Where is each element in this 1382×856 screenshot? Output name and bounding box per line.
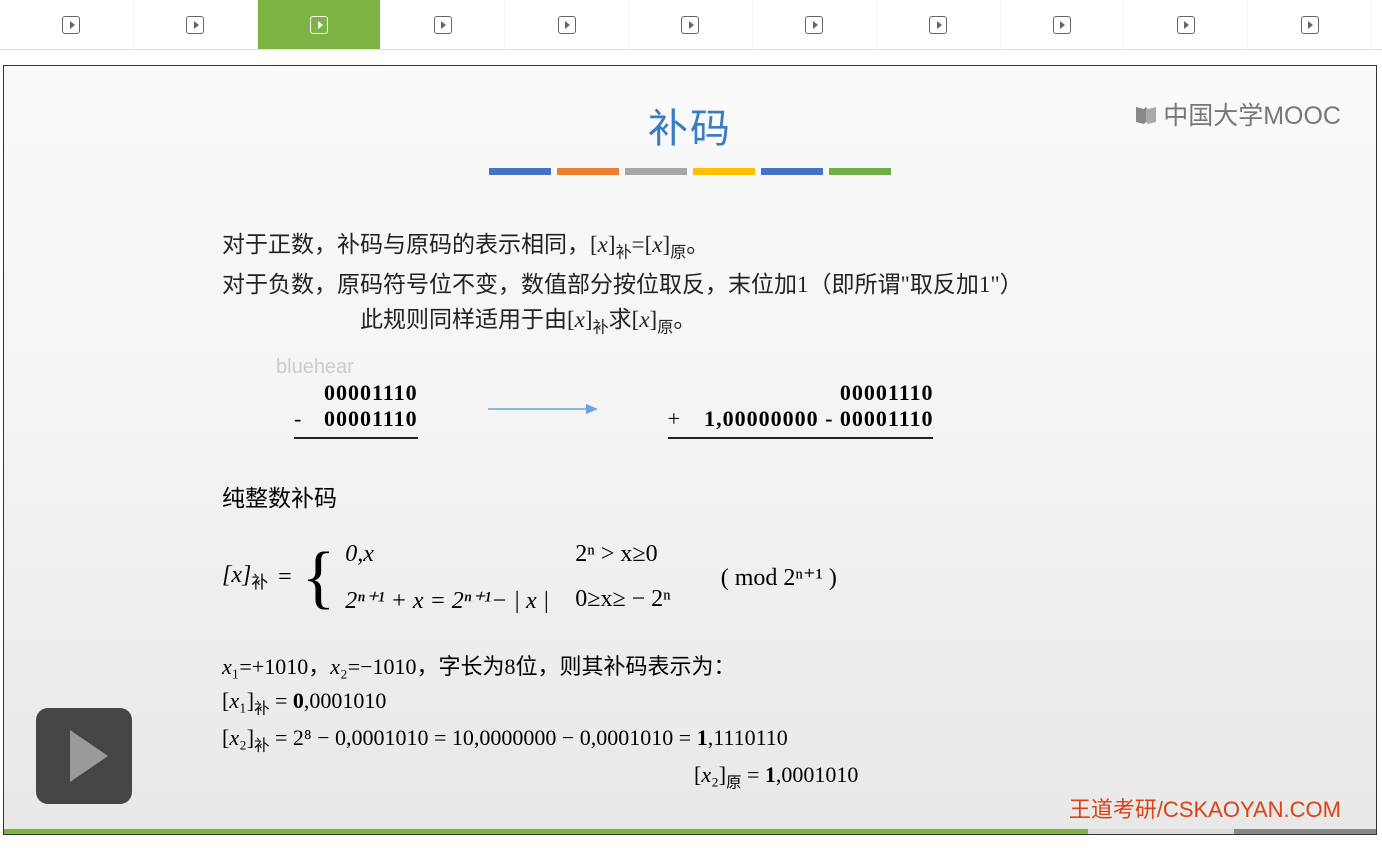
text: 此规则同样适用于由[ [360, 307, 575, 332]
mooc-logo-text: 中国大学MOOC [1163, 96, 1341, 132]
progress-bar[interactable] [4, 829, 1376, 834]
tab-item-7[interactable] [877, 0, 1001, 49]
play-button[interactable] [36, 708, 132, 804]
text: 补 [616, 245, 632, 262]
formula-section: [x]补 = { 0,x 2ⁿ > x≥0 2ⁿ⁺¹ + x = 2ⁿ⁺¹− |… [222, 541, 1376, 615]
text: 。 [673, 307, 696, 332]
color-bar [625, 168, 687, 175]
examples-section: x₁=+1010，x₂=−1010，字长为8位，则其补码表示为： [x₁]补 =… [222, 650, 1376, 796]
video-slide-container: 中国大学MOOC 补码 对于正数，补码与原码的表示相同，[x]补=[x]原。 对… [3, 65, 1377, 835]
text: =[ [632, 232, 653, 257]
color-bar [489, 168, 551, 175]
text: 1,00000000 - 00001110 [704, 406, 933, 431]
mooc-logo: 中国大学MOOC [1134, 96, 1341, 132]
tab-item-2[interactable] [258, 0, 382, 49]
content-paragraph: 对于正数，补码与原码的表示相同，[x]补=[x]原。 对于负数，原码符号位不变，… [222, 227, 1376, 342]
text: 补 [254, 700, 269, 717]
play-icon [310, 16, 328, 34]
text: 原 [657, 320, 673, 337]
text: 补 [251, 573, 268, 592]
play-icon [1177, 16, 1195, 34]
tab-item-4[interactable] [505, 0, 629, 49]
play-icon [805, 16, 823, 34]
text: 1 [697, 725, 708, 750]
text: 00001110 [324, 380, 418, 405]
tab-item-1[interactable] [134, 0, 258, 49]
text: 补 [254, 737, 269, 754]
text: 2ⁿ⁺¹ + x = 2ⁿ⁺¹− | x | [345, 586, 575, 615]
play-icon [681, 16, 699, 34]
integer-label: 纯整数补码 [222, 479, 1376, 513]
play-icon [186, 16, 204, 34]
color-bars [4, 168, 1376, 175]
tab-item-5[interactable] [629, 0, 753, 49]
progress-fill [4, 829, 1088, 834]
text: x [639, 307, 649, 332]
text: 0,x [345, 541, 575, 568]
play-icon [1053, 16, 1071, 34]
brace: { [302, 553, 336, 602]
watermark: bluehear [276, 356, 354, 379]
text: x [575, 307, 585, 332]
arrow-icon [488, 399, 598, 419]
text: ( mod 2ⁿ⁺¹ ) [721, 563, 837, 592]
text: 2ⁿ > x≥0 [575, 541, 657, 568]
color-bar [557, 168, 619, 175]
tab-bar [0, 0, 1382, 50]
tab-item-9[interactable] [1124, 0, 1248, 49]
text: - [294, 406, 324, 432]
text: 0 [293, 688, 304, 713]
tab-item-10[interactable] [1248, 0, 1372, 49]
tab-item-3[interactable] [381, 0, 505, 49]
text: 。 [686, 232, 709, 257]
book-icon [1134, 104, 1158, 124]
text: 求[ [609, 307, 640, 332]
text: x [652, 232, 662, 257]
tab-item-8[interactable] [1001, 0, 1125, 49]
text: = [278, 564, 292, 591]
text: 1 [765, 762, 776, 787]
text: x [598, 232, 608, 257]
tab-item-6[interactable] [753, 0, 877, 49]
text: 原 [670, 245, 686, 262]
arithmetic-section: - 00001110 -00001110 00001110 + 1,000000… [294, 380, 1376, 439]
play-icon [558, 16, 576, 34]
text: 00001110 [324, 406, 418, 431]
color-bar [761, 168, 823, 175]
color-bar [693, 168, 755, 175]
text: + [668, 406, 698, 432]
text: 对于正数，补码与原码的表示相同，[ [222, 232, 598, 257]
arith-left: - 00001110 -00001110 [294, 380, 418, 439]
play-icon [70, 730, 108, 782]
tab-item-0[interactable] [10, 0, 134, 49]
color-bar [829, 168, 891, 175]
arith-right: 00001110 + 1,00000000 - 00001110 [668, 380, 934, 439]
text: 对于负数，原码符号位不变，数值部分按位取反，末位加1（即所谓"取反加1"） [222, 267, 1376, 303]
footer-brand: 王道考研/CSKAOYAN.COM [1069, 792, 1341, 824]
text: 00001110 [840, 380, 934, 405]
play-icon [62, 16, 80, 34]
play-icon [1301, 16, 1319, 34]
progress-end-segment [1234, 829, 1376, 834]
text: 原 [726, 775, 741, 792]
text: 0≥x≥ − 2ⁿ [575, 586, 670, 615]
text: 补 [593, 320, 609, 337]
play-icon [434, 16, 452, 34]
play-icon [929, 16, 947, 34]
